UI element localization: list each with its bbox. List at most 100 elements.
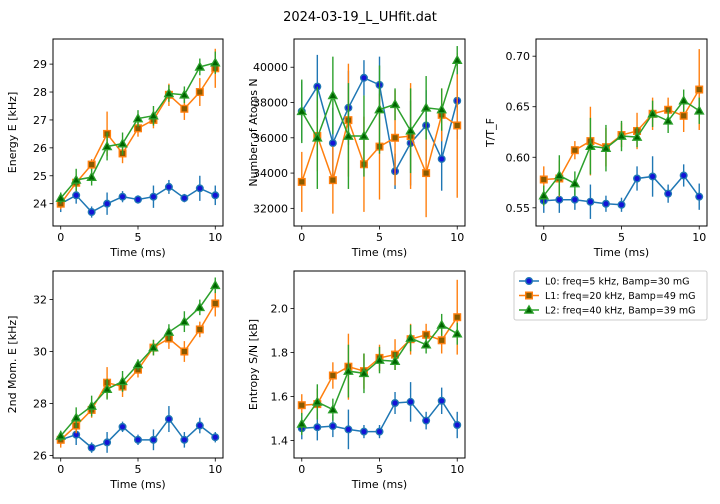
series-1	[56, 175, 220, 218]
series-3	[296, 46, 463, 189]
data-point	[343, 365, 354, 375]
data-point	[327, 404, 339, 414]
data-point	[662, 115, 674, 125]
x-tick-label: 5	[376, 231, 383, 244]
legend-marker	[525, 277, 534, 286]
x-axis-label: Time (ms)	[351, 246, 407, 259]
y-axis-label: T/T_F	[484, 118, 497, 148]
x-tick-label: 0	[540, 231, 547, 244]
data-point	[209, 57, 221, 67]
data-point	[437, 154, 446, 163]
legend-label: L1: freq=20 kHz, Bamp=49 mG	[545, 291, 696, 302]
y-tick-label: 1.6	[271, 390, 289, 403]
x-tick-label: 0	[57, 463, 64, 476]
data-point	[553, 169, 565, 180]
data-point	[405, 125, 416, 135]
y-tick-label: 0.65	[506, 101, 531, 114]
data-point	[328, 139, 337, 148]
data-point	[297, 177, 306, 186]
y-tick-label: 26	[33, 449, 47, 462]
y-tick-label: 2.0	[271, 302, 289, 315]
series-1	[539, 156, 704, 219]
series-3	[296, 313, 463, 435]
data-point	[87, 208, 96, 217]
data-point	[163, 326, 175, 336]
data-point	[695, 192, 704, 201]
subplot-2: 0 5 10 32000 34000 36000 38000 40000 Time (ms) Nu…	[247, 38, 466, 259]
data-point	[453, 121, 462, 130]
y-tick-label: 36000	[253, 132, 288, 145]
data-point	[148, 342, 159, 352]
x-tick-label: 0	[298, 231, 305, 244]
y-tick-label: 30	[33, 346, 47, 359]
data-point	[678, 95, 690, 105]
data-point	[180, 435, 189, 444]
data-point	[179, 316, 190, 326]
series-line	[301, 323, 458, 425]
x-tick-label: 5	[135, 231, 142, 244]
data-point	[616, 130, 627, 140]
y-axis-label: Entropy S/N [kB]	[247, 319, 260, 410]
data-point	[297, 401, 306, 410]
x-tick-label: 10	[450, 231, 464, 244]
y-tick-label: 0.70	[506, 50, 531, 63]
data-point	[195, 325, 204, 334]
data-point	[149, 192, 158, 201]
data-point	[601, 199, 610, 208]
x-tick-label: 10	[208, 463, 222, 476]
y-axis-label: Energy E [kHz]	[6, 92, 19, 173]
subplot-5: 0 5 10 1.4 1.6 1.8 2.0 Time (ms) Entropy S/N [kB…	[247, 270, 466, 491]
data-point	[70, 412, 82, 422]
data-point	[328, 371, 337, 380]
data-point	[101, 383, 113, 393]
data-point	[211, 299, 220, 308]
data-point	[328, 176, 337, 185]
figure-title: 2024-03-19_L_UHfit.dat	[283, 10, 437, 25]
x-tick-label: 5	[135, 463, 142, 476]
data-point	[70, 174, 82, 184]
data-point	[391, 133, 400, 142]
data-point	[133, 435, 142, 444]
y-tick-label: 0.55	[506, 202, 531, 215]
data-point	[163, 87, 175, 98]
y-axis-label: 2nd Mom. E [kHz]	[6, 316, 19, 414]
data-point	[358, 130, 370, 140]
data-point	[389, 98, 401, 109]
y-tick-label: 29	[33, 58, 47, 71]
data-point	[359, 427, 368, 436]
data-point	[451, 328, 463, 338]
data-point	[539, 175, 548, 184]
data-point	[87, 160, 96, 169]
data-point	[648, 172, 657, 181]
data-point	[406, 397, 415, 406]
y-tick-label: 38000	[253, 97, 288, 110]
series-3	[55, 277, 221, 442]
x-tick-label: 5	[376, 463, 383, 476]
x-tick-label: 10	[208, 231, 222, 244]
series-2	[56, 48, 220, 210]
data-point	[453, 421, 462, 430]
data-point	[209, 279, 221, 290]
data-point	[164, 182, 173, 191]
data-point	[451, 54, 463, 64]
data-point	[132, 358, 144, 369]
data-point	[148, 110, 159, 120]
data-point	[179, 89, 190, 99]
y-tick-label: 34000	[253, 167, 288, 180]
legend-entry-1: L0: freq=5 kHz, Bamp=30 mG	[519, 277, 689, 288]
subplot-1: 0 5 10 24 25 26 27 28 29 Time (ms) Energy E [kHz]	[6, 38, 224, 259]
data-point	[118, 192, 127, 201]
data-point	[117, 138, 128, 148]
x-tick-label: 10	[692, 231, 706, 244]
data-point	[194, 61, 206, 71]
data-point	[693, 105, 705, 115]
legend-marker	[523, 304, 535, 314]
y-tick-label: 40000	[253, 61, 288, 74]
x-tick-label: 0	[298, 463, 305, 476]
data-point	[344, 425, 353, 434]
data-point	[570, 146, 579, 155]
data-point	[391, 399, 400, 408]
data-point	[633, 174, 642, 183]
